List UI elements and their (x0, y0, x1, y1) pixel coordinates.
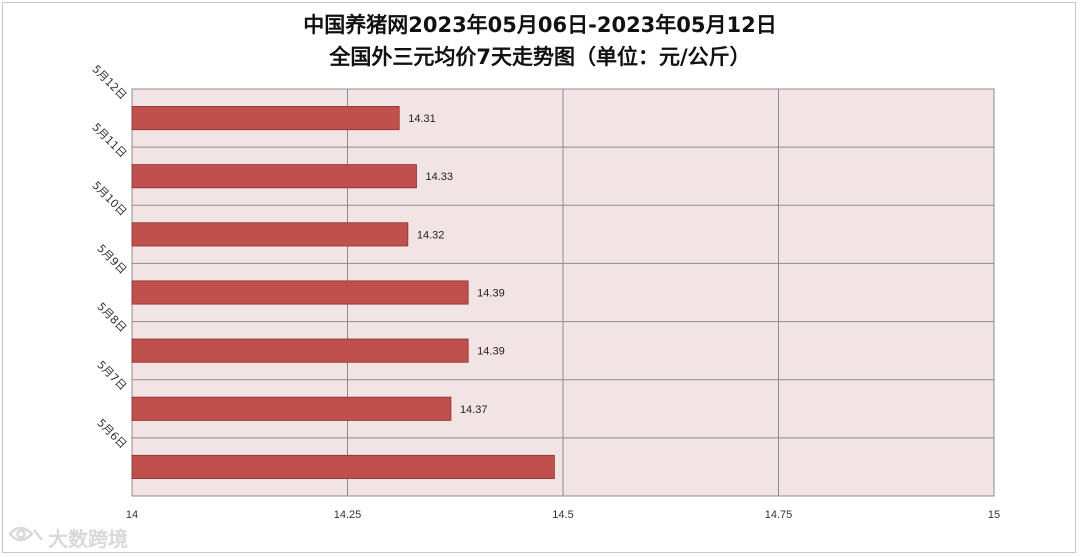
x-tick-label-2: 14.5 (552, 509, 573, 521)
y-tick-label-0: 5月12日 (89, 63, 129, 103)
data-label-1: 14.33 (425, 171, 453, 183)
y-tick-label-1: 5月11日 (89, 121, 129, 161)
data-labels-group: 14.31 14.33 14.32 14.39 14.39 14.37 (408, 113, 504, 416)
x-tick-label-3: 14.75 (765, 509, 793, 521)
bar-5 (131, 396, 452, 421)
x-tick-label-4: 15 (988, 509, 1000, 521)
bar-3 (131, 280, 469, 305)
data-label-5: 14.37 (460, 404, 488, 416)
x-tick-label-0: 14 (126, 509, 138, 521)
y-tick-label-2: 5月10日 (89, 179, 129, 219)
eye-logo-icon (8, 526, 43, 542)
bars-group (131, 106, 555, 479)
data-label-4: 14.39 (477, 346, 505, 358)
y-tick-label-6: 5月6日 (94, 416, 129, 451)
chart-subtitle: 全国外三元均价7天走势图（单位：元/公斤） (328, 45, 750, 69)
x-axis-ticks: 14 14.25 14.5 14.75 15 (126, 509, 1000, 521)
watermark-text: 大数跨境 (48, 527, 128, 551)
bar-6 (131, 454, 555, 479)
bar-4 (131, 338, 469, 363)
grid-lines (131, 89, 995, 496)
y-tick-label-5: 5月7日 (94, 358, 129, 393)
bar-1 (131, 164, 417, 189)
bar-2 (131, 222, 409, 247)
data-label-2: 14.32 (417, 229, 445, 241)
bar-0 (131, 106, 400, 131)
data-label-0: 14.31 (408, 113, 436, 125)
y-axis-ticks: 5月12日 5月11日 5月10日 5月9日 5月8日 5月7日 5月6日 (89, 63, 129, 451)
watermark: 大数跨境 (8, 526, 128, 551)
y-tick-label-3: 5月9日 (94, 242, 129, 277)
x-tick-label-1: 14.25 (334, 509, 362, 521)
y-tick-label-4: 5月8日 (94, 300, 129, 335)
data-label-3: 14.39 (477, 288, 505, 300)
chart-title: 中国养猪网2023年05月06日-2023年05月12日 (303, 13, 777, 37)
